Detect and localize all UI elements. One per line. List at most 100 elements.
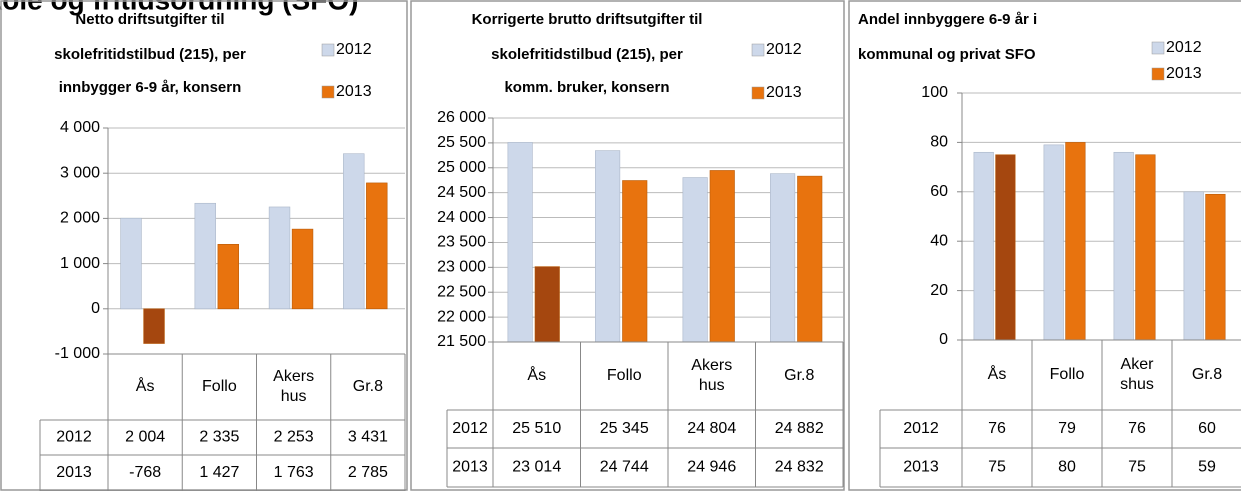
table-value: 24 832: [775, 459, 824, 476]
legend-label: 2012: [1166, 39, 1202, 56]
legend-label: 2013: [766, 84, 802, 101]
bar: [291, 228, 314, 310]
table-row-header: 2013: [903, 459, 939, 476]
y-tick-label: 21 500: [437, 333, 486, 350]
table-value: 25 510: [512, 420, 561, 437]
chart-title: innbygger 6-9 år, konsern: [59, 79, 242, 96]
table-row-header: 2012: [452, 420, 488, 437]
legend-label: 2012: [766, 41, 802, 58]
table-value: 1 763: [274, 464, 314, 481]
bar: [1135, 154, 1156, 341]
bar: [143, 308, 165, 344]
x-tick-label: Follo: [1032, 340, 1102, 410]
chart-title: skolefritidstilbud (215), per: [54, 46, 246, 63]
bar: [507, 142, 533, 343]
category-text: Ås: [135, 378, 155, 395]
legend-swatch: [751, 43, 765, 57]
category-text: Akers hus: [273, 368, 315, 405]
legend-swatch: [1151, 41, 1165, 55]
table-value: 2 785: [348, 464, 388, 481]
table-value: 2 253: [274, 429, 314, 446]
category-text: Ås: [987, 366, 1007, 383]
table-value: 76: [988, 420, 1006, 437]
bar: [622, 180, 648, 343]
table-value: 3 431: [348, 429, 388, 446]
chart-title: Andel innbyggere 6-9 år i: [858, 11, 1037, 28]
x-tick-label: Akers hus: [257, 354, 331, 420]
y-tick-label: 23 500: [437, 234, 486, 251]
category-text: Follo: [202, 378, 237, 395]
bar: [973, 151, 994, 341]
bar: [1183, 191, 1204, 341]
table-value: 24 804: [687, 420, 736, 437]
x-tick-label: Follo: [182, 354, 256, 420]
y-tick-label: 20: [930, 282, 948, 299]
table-value: 2 004: [125, 429, 165, 446]
legend-swatch: [751, 86, 765, 100]
bar: [366, 182, 388, 310]
y-tick-label: 4 000: [60, 119, 100, 136]
table-value: 80: [1058, 459, 1076, 476]
panel-border: [0, 0, 408, 491]
x-tick-label: Follo: [581, 342, 669, 410]
y-tick-label: 2 000: [60, 210, 100, 227]
bar: [343, 153, 365, 310]
table-value: 2 335: [199, 429, 239, 446]
panel-border: [410, 0, 845, 491]
bar: [534, 266, 560, 343]
bar: [1065, 142, 1086, 341]
table-value: 25 345: [600, 420, 649, 437]
y-tick-label: 0: [939, 331, 948, 348]
y-tick-label: 60: [930, 183, 948, 200]
bar: [595, 150, 621, 343]
bar: [770, 173, 796, 343]
table-row-header: 2013: [452, 459, 488, 476]
bar: [268, 206, 291, 310]
y-tick-label: 25 500: [437, 134, 486, 151]
x-tick-label: Aker shus: [1102, 340, 1172, 410]
category-text: Follo: [1049, 366, 1085, 383]
chart-title: Korrigerte brutto driftsutgifter til: [472, 11, 703, 28]
chart-title: komm. bruker, konsern: [504, 79, 669, 96]
y-tick-label: 80: [930, 134, 948, 151]
table-value: 1 427: [199, 464, 239, 481]
y-tick-label: 0: [91, 300, 100, 317]
legend-label: 2013: [336, 83, 372, 100]
table-value: 60: [1198, 420, 1216, 437]
bar: [217, 243, 239, 310]
category-text: Gr.8: [352, 378, 383, 395]
table-value: -768: [129, 464, 161, 481]
y-tick-label: 40: [930, 232, 948, 249]
category-text: Gr.8: [1191, 366, 1223, 383]
bar: [682, 177, 708, 343]
table-value: 24 882: [775, 420, 824, 437]
legend-label: 2013: [1166, 65, 1202, 82]
panel-border: [848, 0, 1241, 491]
y-tick-label: 3 000: [60, 164, 100, 181]
y-tick-label: 100: [921, 84, 948, 101]
bar: [1205, 193, 1226, 341]
x-tick-label: Gr.8: [1172, 340, 1241, 410]
category-text: Akers hus: [691, 357, 733, 394]
y-tick-label: 25 000: [437, 159, 486, 176]
y-tick-label: 1 000: [60, 255, 100, 272]
y-tick-label: 24 500: [437, 184, 486, 201]
category-text: Aker shus: [1120, 356, 1154, 393]
table-value: 76: [1128, 420, 1146, 437]
table-row-header: 2013: [56, 464, 92, 481]
bar: [995, 154, 1016, 341]
y-tick-label: 22 500: [437, 283, 486, 300]
legend-swatch: [1151, 67, 1165, 81]
category-text: Gr.8: [784, 367, 815, 384]
table-value: 59: [1198, 459, 1216, 476]
x-tick-label: Ås: [493, 342, 581, 410]
y-tick-label: 24 000: [437, 209, 486, 226]
category-text: Follo: [606, 367, 642, 384]
bar: [120, 217, 142, 310]
bar: [709, 170, 735, 343]
table-row-header: 2012: [56, 429, 92, 446]
table-value: 24 744: [600, 459, 649, 476]
y-tick-label: -1 000: [55, 345, 100, 362]
chart-title: Netto driftsutgifter til: [75, 11, 224, 28]
